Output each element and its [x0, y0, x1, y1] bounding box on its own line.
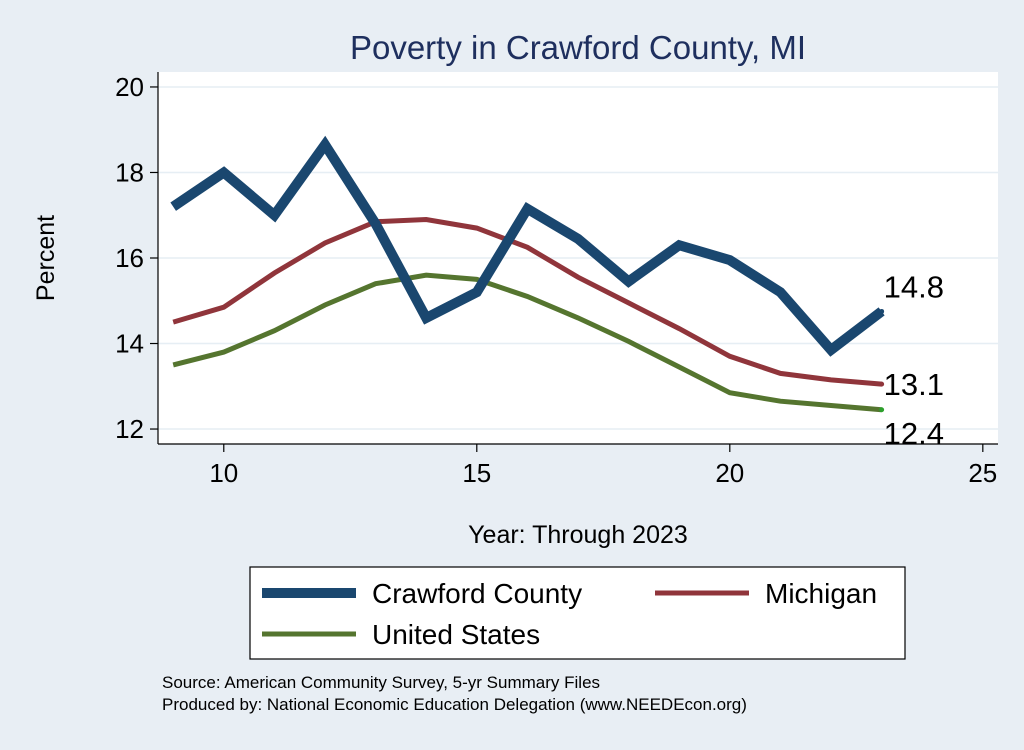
end-value-label: 12.4: [884, 416, 944, 451]
series-end-point: [879, 407, 885, 413]
x-axis-label: Year: Through 2023: [468, 521, 688, 549]
end-labels: 14.8 13.1 12.4: [879, 269, 944, 451]
end-value-label: 13.1: [884, 367, 944, 402]
legend-label: United States: [372, 619, 540, 650]
series-end-point: [879, 381, 885, 387]
y-tick-label: 14: [115, 329, 144, 359]
series-line-united-states: [172, 272, 882, 413]
x-tick-label: 15: [462, 458, 491, 488]
series-lines: [170, 135, 885, 413]
x-tick-label: 20: [715, 458, 744, 488]
end-value-label: 14.8: [884, 269, 944, 304]
x-tick-label: 25: [968, 458, 997, 488]
producer-note: Produced by: National Economic Education…: [162, 695, 747, 714]
axis-ticks: 12 14 16 18 20 10 15 20 25: [115, 72, 997, 488]
source-note: Source: American Community Survey, 5-yr …: [162, 673, 600, 692]
y-tick-label: 12: [115, 414, 144, 444]
series-line-michigan: [172, 216, 882, 387]
series-end-point: [879, 308, 885, 314]
y-axis-label: Percent: [32, 215, 60, 301]
x-tick-label: 10: [209, 458, 238, 488]
legend: Crawford County Michigan United States: [249, 566, 906, 660]
series-line-crawford-county: [170, 135, 885, 357]
chart-title: Poverty in Crawford County, MI: [350, 29, 806, 66]
y-tick-label: 20: [115, 72, 144, 102]
y-tick-label: 18: [115, 157, 144, 187]
legend-label: Michigan: [765, 578, 877, 609]
legend-label: Crawford County: [372, 578, 582, 609]
legend-box: [249, 566, 906, 660]
y-tick-label: 16: [115, 243, 144, 273]
